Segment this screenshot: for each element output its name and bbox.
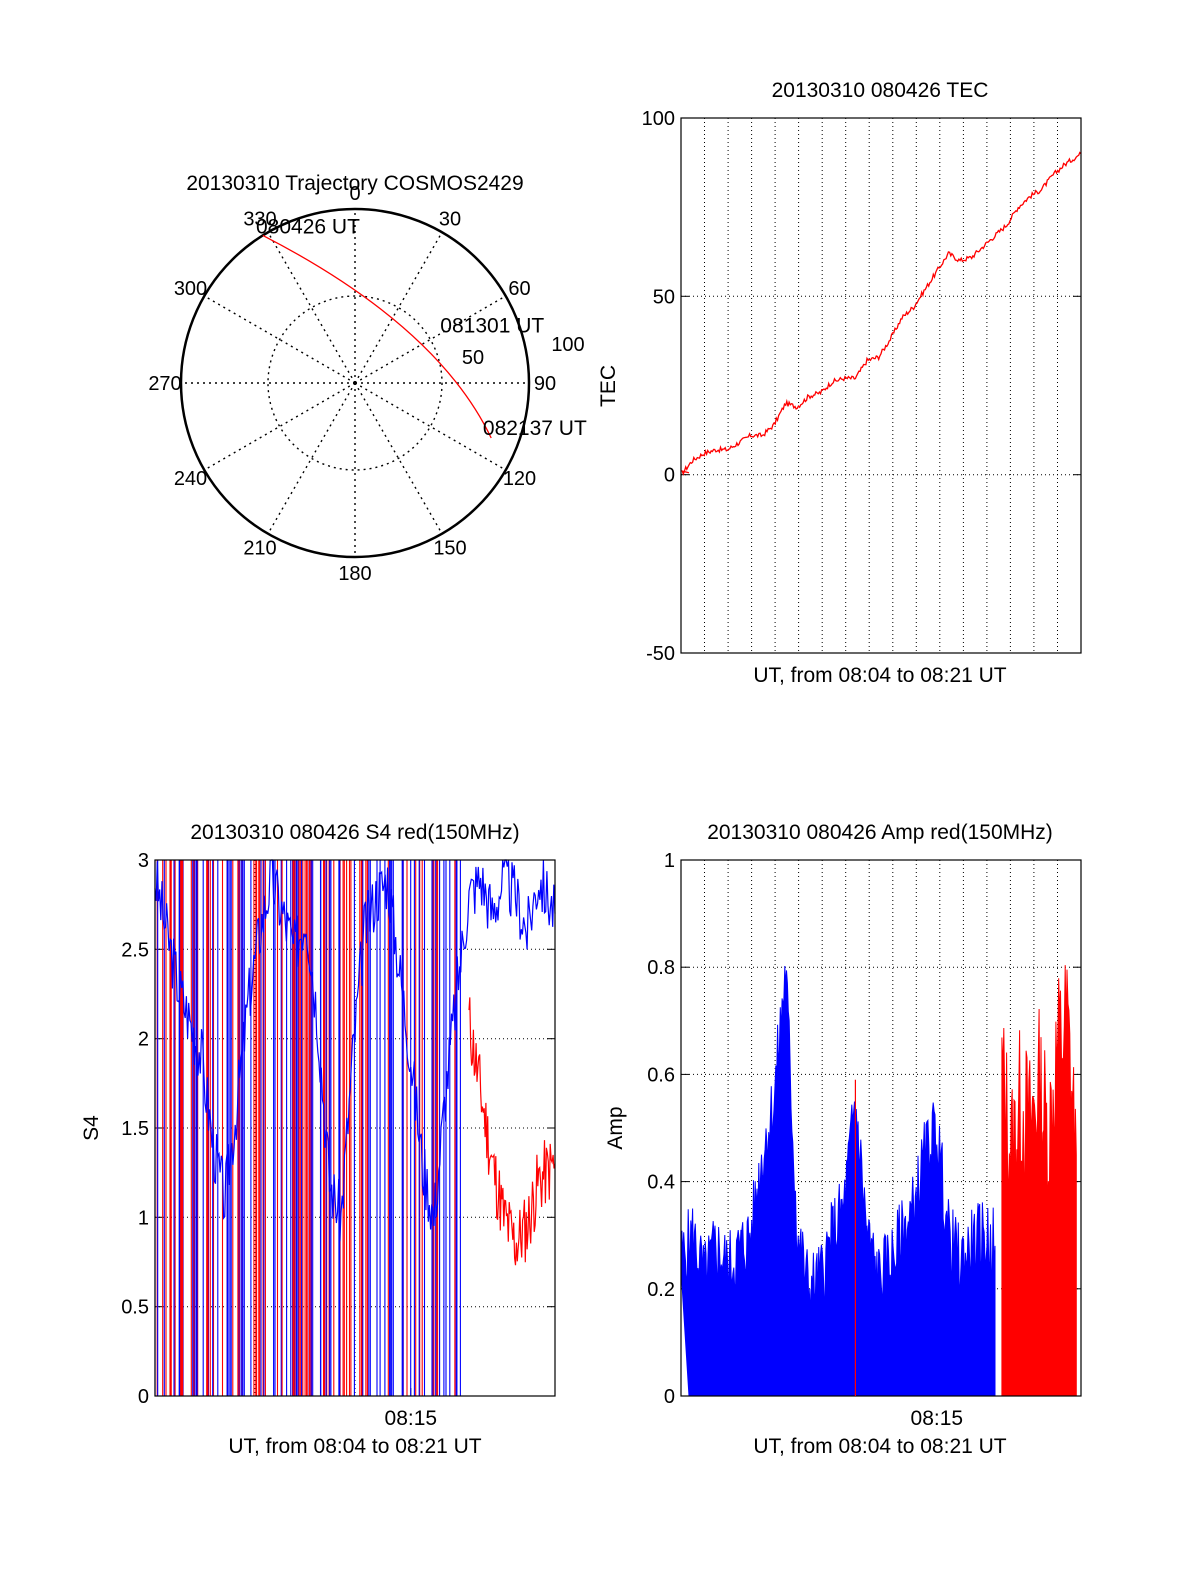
s4-red-series-line <box>468 997 556 1266</box>
s4-blue-series-line <box>154 859 556 1242</box>
polar-spoke-210 <box>267 382 356 535</box>
amp-y-axis-label: Amp <box>604 1106 627 1149</box>
polar-spoke-300 <box>203 295 356 384</box>
tec-panel: 20130310 080426 TEC -50 0 50 100 TEC UT, fr… <box>597 79 1082 687</box>
trajectory-start-time: 080426 UT <box>256 215 360 238</box>
polar-azimuth-label-180: 180 <box>338 563 371 585</box>
trajectory-mid-time: 081301 UT <box>440 314 544 337</box>
s4-ytick-label-1.5: 1.5 <box>121 1118 149 1140</box>
s4-y-axis-label: S4 <box>80 1115 103 1141</box>
amp-x-axis-label: UT, from 08:04 to 08:21 UT <box>753 1435 1006 1458</box>
polar-title: 20130310 Trajectory COSMOS2429 <box>186 172 523 195</box>
amp-ytick-label-1: 1 <box>664 850 675 872</box>
amp-plot-frame <box>680 859 1082 1397</box>
tec-y-ticks: -50 0 50 100 <box>642 108 1081 665</box>
s4-title: 20130310 080426 S4 red(150MHz) <box>190 821 519 844</box>
polar-azimuth-label-150: 150 <box>433 538 466 560</box>
polar-azimuth-label-30: 30 <box>439 209 461 231</box>
polar-spoke-330 <box>267 231 356 384</box>
s4-plot-frame <box>154 859 556 1397</box>
tec-y-axis-label: TEC <box>597 365 620 407</box>
polar-azimuth-label-90: 90 <box>534 373 556 395</box>
s4-ytick-label-2: 2 <box>138 1029 149 1051</box>
polar-azimuth-label-0: 0 <box>349 183 360 205</box>
polar-azimuth-label-270: 270 <box>148 373 181 395</box>
s4-ytick-label-0: 0 <box>138 1386 149 1408</box>
s4-x-axis-label: UT, from 08:04 to 08:21 UT <box>228 1435 481 1458</box>
polar-spoke-120 <box>354 382 507 471</box>
tec-grid <box>681 118 1081 653</box>
polar-spoke-60 <box>354 295 507 384</box>
tec-title: 20130310 080426 TEC <box>772 79 989 102</box>
satellite-trajectory-curve <box>262 234 492 439</box>
s4-y-ticks: 0 0.5 1 1.5 2 2.5 3 <box>121 850 555 1408</box>
tec-ytick-label-100: 100 <box>642 108 675 130</box>
s4-ytick-label-2.5: 2.5 <box>121 939 149 961</box>
amp-x-tick-label: 08:15 <box>911 1407 964 1430</box>
amp-ytick-label-0.8: 0.8 <box>647 957 675 979</box>
polar-spoke-30 <box>354 231 443 384</box>
amp-ytick-label-0.4: 0.4 <box>647 1172 675 1194</box>
polar-azimuth-label-240: 240 <box>174 468 207 490</box>
polar-azimuth-label-210: 210 <box>243 538 276 560</box>
s4-x-tick-label: 08:15 <box>385 1407 438 1430</box>
polar-spokes <box>181 209 529 557</box>
s4-ytick-label-3: 3 <box>138 850 149 872</box>
amp-panel: 20130310 080426 Amp red(150MHz) 0 0.2 0.4 0… <box>604 821 1082 1458</box>
polar-spoke-240 <box>203 382 356 471</box>
polar-radial-label-50: 50 <box>462 347 484 369</box>
polar-trajectory-panel: 20130310 Trajectory COSMOS2429 0 30 60 90 12… <box>148 172 587 585</box>
tec-x-axis-label: UT, from 08:04 to 08:21 UT <box>753 664 1006 687</box>
tec-plot-frame <box>680 117 1082 654</box>
polar-azimuth-label-300: 300 <box>174 278 207 300</box>
s4-ytick-label-1: 1 <box>138 1207 149 1229</box>
polar-inner-circle <box>267 295 443 471</box>
polar-azimuth-label-60: 60 <box>508 278 530 300</box>
polar-radial-label-100: 100 <box>551 334 584 356</box>
amp-ytick-label-0.6: 0.6 <box>647 1064 675 1086</box>
polar-azimuth-label-120: 120 <box>503 468 536 490</box>
s4-panel: 20130310 080426 S4 red(150MHz) 0 0.5 1 1.5 2… <box>80 821 556 1458</box>
s4-ytick-label-0.5: 0.5 <box>121 1297 149 1319</box>
tec-series-line <box>681 151 1082 476</box>
tec-ytick-label-0: 0 <box>664 465 675 487</box>
polar-outer-circle <box>179 207 531 559</box>
amp-title: 20130310 080426 Amp red(150MHz) <box>707 821 1053 844</box>
amp-ytick-label-0.2: 0.2 <box>647 1279 675 1301</box>
polar-azimuth-label-330: 330 <box>243 209 276 231</box>
tec-ytick-label--50: -50 <box>646 643 675 665</box>
s4-spikes <box>154 860 461 1396</box>
polar-spoke-150 <box>354 382 443 535</box>
trajectory-end-time: 082137 UT <box>483 417 587 440</box>
amp-blue-series-area <box>680 965 996 1397</box>
amp-red-series-area <box>1001 965 1077 1397</box>
amp-ytick-label-0: 0 <box>664 1386 675 1408</box>
tec-ytick-label-50: 50 <box>653 286 675 308</box>
polar-azimuth-labels: 0 30 60 90 120 150 180 210 240 270 300 330 <box>148 183 556 585</box>
s4-grid <box>155 860 555 1396</box>
